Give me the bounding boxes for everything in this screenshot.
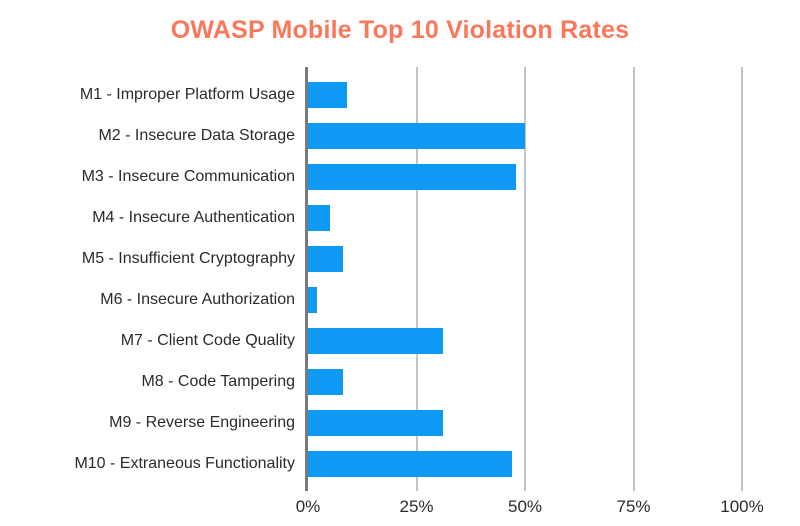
bar <box>308 81 348 108</box>
category-label: M10 - Extraneous Functionality <box>74 454 295 472</box>
bar-track <box>308 74 742 115</box>
bar <box>308 204 330 231</box>
bar-track <box>308 320 742 361</box>
bar-track <box>308 197 742 238</box>
category-label: M3 - Insecure Communication <box>81 167 295 185</box>
bar <box>308 286 317 313</box>
x-tick-label: 100% <box>720 497 764 516</box>
bar <box>308 122 525 149</box>
bar-track <box>308 279 742 320</box>
chart-title: OWASP Mobile Top 10 Violation Rates <box>170 16 630 44</box>
grid-layer <box>305 67 743 491</box>
x-tick-label: 25% <box>399 497 434 516</box>
bar-row: M6 - Insecure Authorization <box>0 279 742 320</box>
category-label: M7 - Client Code Quality <box>120 331 295 349</box>
gridline <box>415 67 418 491</box>
bar-row: M9 - Reverse Engineering <box>0 402 742 443</box>
axis-zero-line <box>305 67 308 491</box>
bar-row: M10 - Extraneous Functionality <box>0 443 742 484</box>
category-label: M6 - Insecure Authorization <box>100 290 295 308</box>
gridline <box>524 67 526 491</box>
bar-row: M2 - Insecure Data Storage <box>0 115 742 156</box>
category-label: M4 - Insecure Authentication <box>92 208 295 226</box>
bar-rows: M1 - Improper Platform Usage M2 - Insecur… <box>0 67 742 491</box>
plot-area: M1 - Improper Platform Usage M2 - Insecur… <box>0 67 743 491</box>
category-label: M1 - Improper Platform Usage <box>79 85 295 103</box>
bar-row: M4 - Insecure Authentication <box>0 197 742 238</box>
category-label: M8 - Code Tampering <box>141 372 295 390</box>
bar <box>308 368 343 395</box>
bar-track <box>308 443 742 484</box>
category-label: M2 - Insecure Data Storage <box>98 126 295 144</box>
bar <box>308 163 517 190</box>
bar-track <box>308 115 742 156</box>
bar <box>308 409 443 436</box>
bar <box>308 245 343 272</box>
category-label: M9 - Reverse Engineering <box>109 413 295 431</box>
bar <box>308 327 443 354</box>
x-tick-label: 0% <box>295 497 321 516</box>
bar-row: M5 - Insufficient Cryptography <box>0 238 742 279</box>
bar-track <box>308 402 742 443</box>
gridline <box>632 67 635 491</box>
category-label: M5 - Insufficient Cryptography <box>81 249 295 267</box>
x-tick-label: 75% <box>616 497 651 516</box>
x-tick-label: 50% <box>507 497 543 516</box>
bar-row: M1 - Improper Platform Usage <box>0 74 742 115</box>
bar-track <box>308 238 742 279</box>
x-axis: 0% 25% 50% 75% 100% <box>296 495 764 519</box>
bar-row: M3 - Insecure Communication <box>0 156 742 197</box>
bar-row: M8 - Code Tampering <box>0 361 742 402</box>
bar-row: M7 - Client Code Quality <box>0 320 742 361</box>
bar <box>308 450 512 477</box>
gridline <box>741 67 743 491</box>
bar-track <box>308 361 742 402</box>
bar-track <box>308 156 742 197</box>
